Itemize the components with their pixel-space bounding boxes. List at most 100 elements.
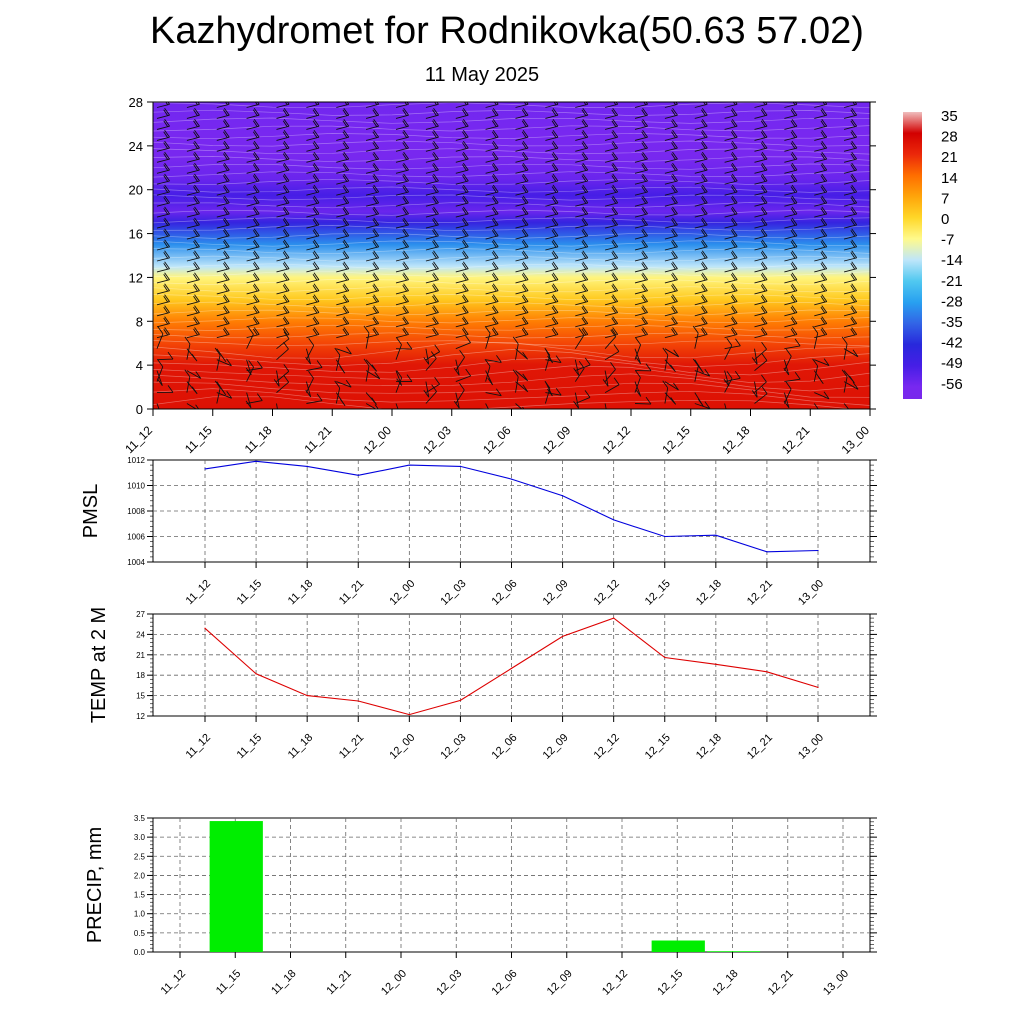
wind-barb: [246, 173, 260, 185]
wind-barb: [425, 173, 439, 185]
wind-barb: [186, 195, 200, 207]
wind-barb: [515, 348, 528, 360]
wind-barb: [425, 107, 439, 119]
wind-barb: [545, 206, 559, 218]
wind-barb: [843, 316, 858, 328]
wind-barb: [573, 392, 580, 409]
wind-barb: [784, 294, 798, 306]
wind-barb: [276, 184, 290, 196]
wind-barb: [634, 228, 648, 240]
wind-barb: [455, 173, 469, 185]
wind-barb: [216, 316, 230, 328]
wind-barb: [186, 140, 200, 152]
wind-barb: [423, 348, 430, 365]
wind-barb: [246, 305, 260, 317]
wind-barb: [545, 140, 559, 152]
y-axis-label: TEMP at 2 M: [88, 607, 110, 723]
wind-barb: [874, 295, 887, 305]
chart-title: Kazhydromet for Rodnikovka(50.63 57.02): [150, 10, 864, 52]
contour-line: [153, 342, 870, 359]
wind-barb: [515, 102, 529, 108]
data-point: [306, 465, 308, 467]
wind-barb: [276, 261, 290, 273]
wind-barb: [754, 206, 768, 218]
wind-barb: [604, 107, 619, 119]
wind-barb: [724, 261, 738, 273]
wind-barb: [186, 162, 200, 174]
y-tick-label: 12: [136, 712, 145, 721]
wind-barb: [664, 283, 678, 295]
wind-barb: [545, 272, 559, 284]
wind-barb: [455, 184, 469, 196]
wind-barb: [455, 129, 469, 141]
wind-barb: [724, 217, 738, 229]
wind-barb: [246, 162, 260, 174]
wind-barb: [784, 338, 801, 350]
wind-barb: [874, 284, 887, 294]
contour-line: [153, 209, 870, 216]
wind-barb: [784, 327, 798, 339]
x-tick-label: 11_12: [184, 578, 214, 608]
wind-barb: [545, 305, 559, 317]
wind-barb: [186, 206, 200, 218]
wind-barb: [634, 217, 648, 229]
wind-barb: [186, 403, 200, 409]
x-tick-label: 12_18: [694, 732, 724, 762]
wind-barb: [306, 184, 320, 196]
wind-barb: [545, 294, 559, 306]
x-tick-label: 12_15: [643, 732, 673, 762]
wind-barb: [754, 261, 768, 273]
x-tick-label: 12_12: [592, 732, 622, 762]
wind-barb: [664, 107, 678, 119]
wind-barb: [604, 316, 619, 328]
contour-line: [153, 217, 870, 224]
wind-barb: [395, 102, 409, 108]
contour-line: [153, 156, 870, 163]
wind-barb: [395, 140, 409, 152]
x-tick-label: 12_12: [600, 423, 634, 457]
wind-barb: [724, 316, 738, 328]
wind-barb: [575, 305, 589, 317]
wind-barb: [604, 294, 619, 306]
contour-line: [153, 171, 870, 178]
wind-barb: [512, 336, 519, 360]
wind-barb: [216, 327, 230, 339]
wind-barb: [276, 217, 290, 229]
wind-barb: [604, 151, 619, 163]
wind-barb: [664, 250, 678, 262]
wind-barb: [216, 162, 230, 174]
y-tick-label: 15: [136, 692, 145, 701]
data-point: [459, 465, 462, 467]
wind-barb: [336, 294, 350, 306]
wind-barb: [216, 217, 230, 229]
y-tick-label: 1012: [127, 456, 145, 465]
wind-barb: [395, 173, 409, 185]
wind-barb: [604, 162, 619, 174]
wind-barb: [186, 250, 200, 262]
wind-barb: [186, 283, 200, 295]
wind-barb: [694, 359, 704, 374]
wind-barb: [664, 195, 678, 207]
wind-barb: [365, 151, 380, 163]
colorbar-label: 14: [941, 170, 958, 187]
wind-barb: [545, 184, 559, 196]
wind-barb: [216, 184, 230, 196]
wind-barb: [843, 162, 858, 174]
wind-barb: [395, 370, 403, 386]
x-tick-label: 11_18: [286, 732, 316, 762]
wind-barb: [724, 294, 738, 306]
wind-barb: [425, 140, 439, 152]
wind-barb: [751, 381, 758, 398]
wind-barb: [276, 102, 290, 108]
wind-barb: [604, 195, 619, 207]
wind-barb: [784, 129, 798, 141]
wind-barb: [694, 392, 704, 407]
data-point: [408, 714, 410, 716]
wind-barb: [724, 305, 738, 317]
wind-barb: [425, 118, 439, 130]
wind-barb: [843, 151, 858, 163]
wind-barb: [336, 118, 350, 130]
wind-barb: [874, 328, 887, 338]
wind-barb: [335, 392, 346, 407]
wind-barb: [754, 173, 768, 185]
